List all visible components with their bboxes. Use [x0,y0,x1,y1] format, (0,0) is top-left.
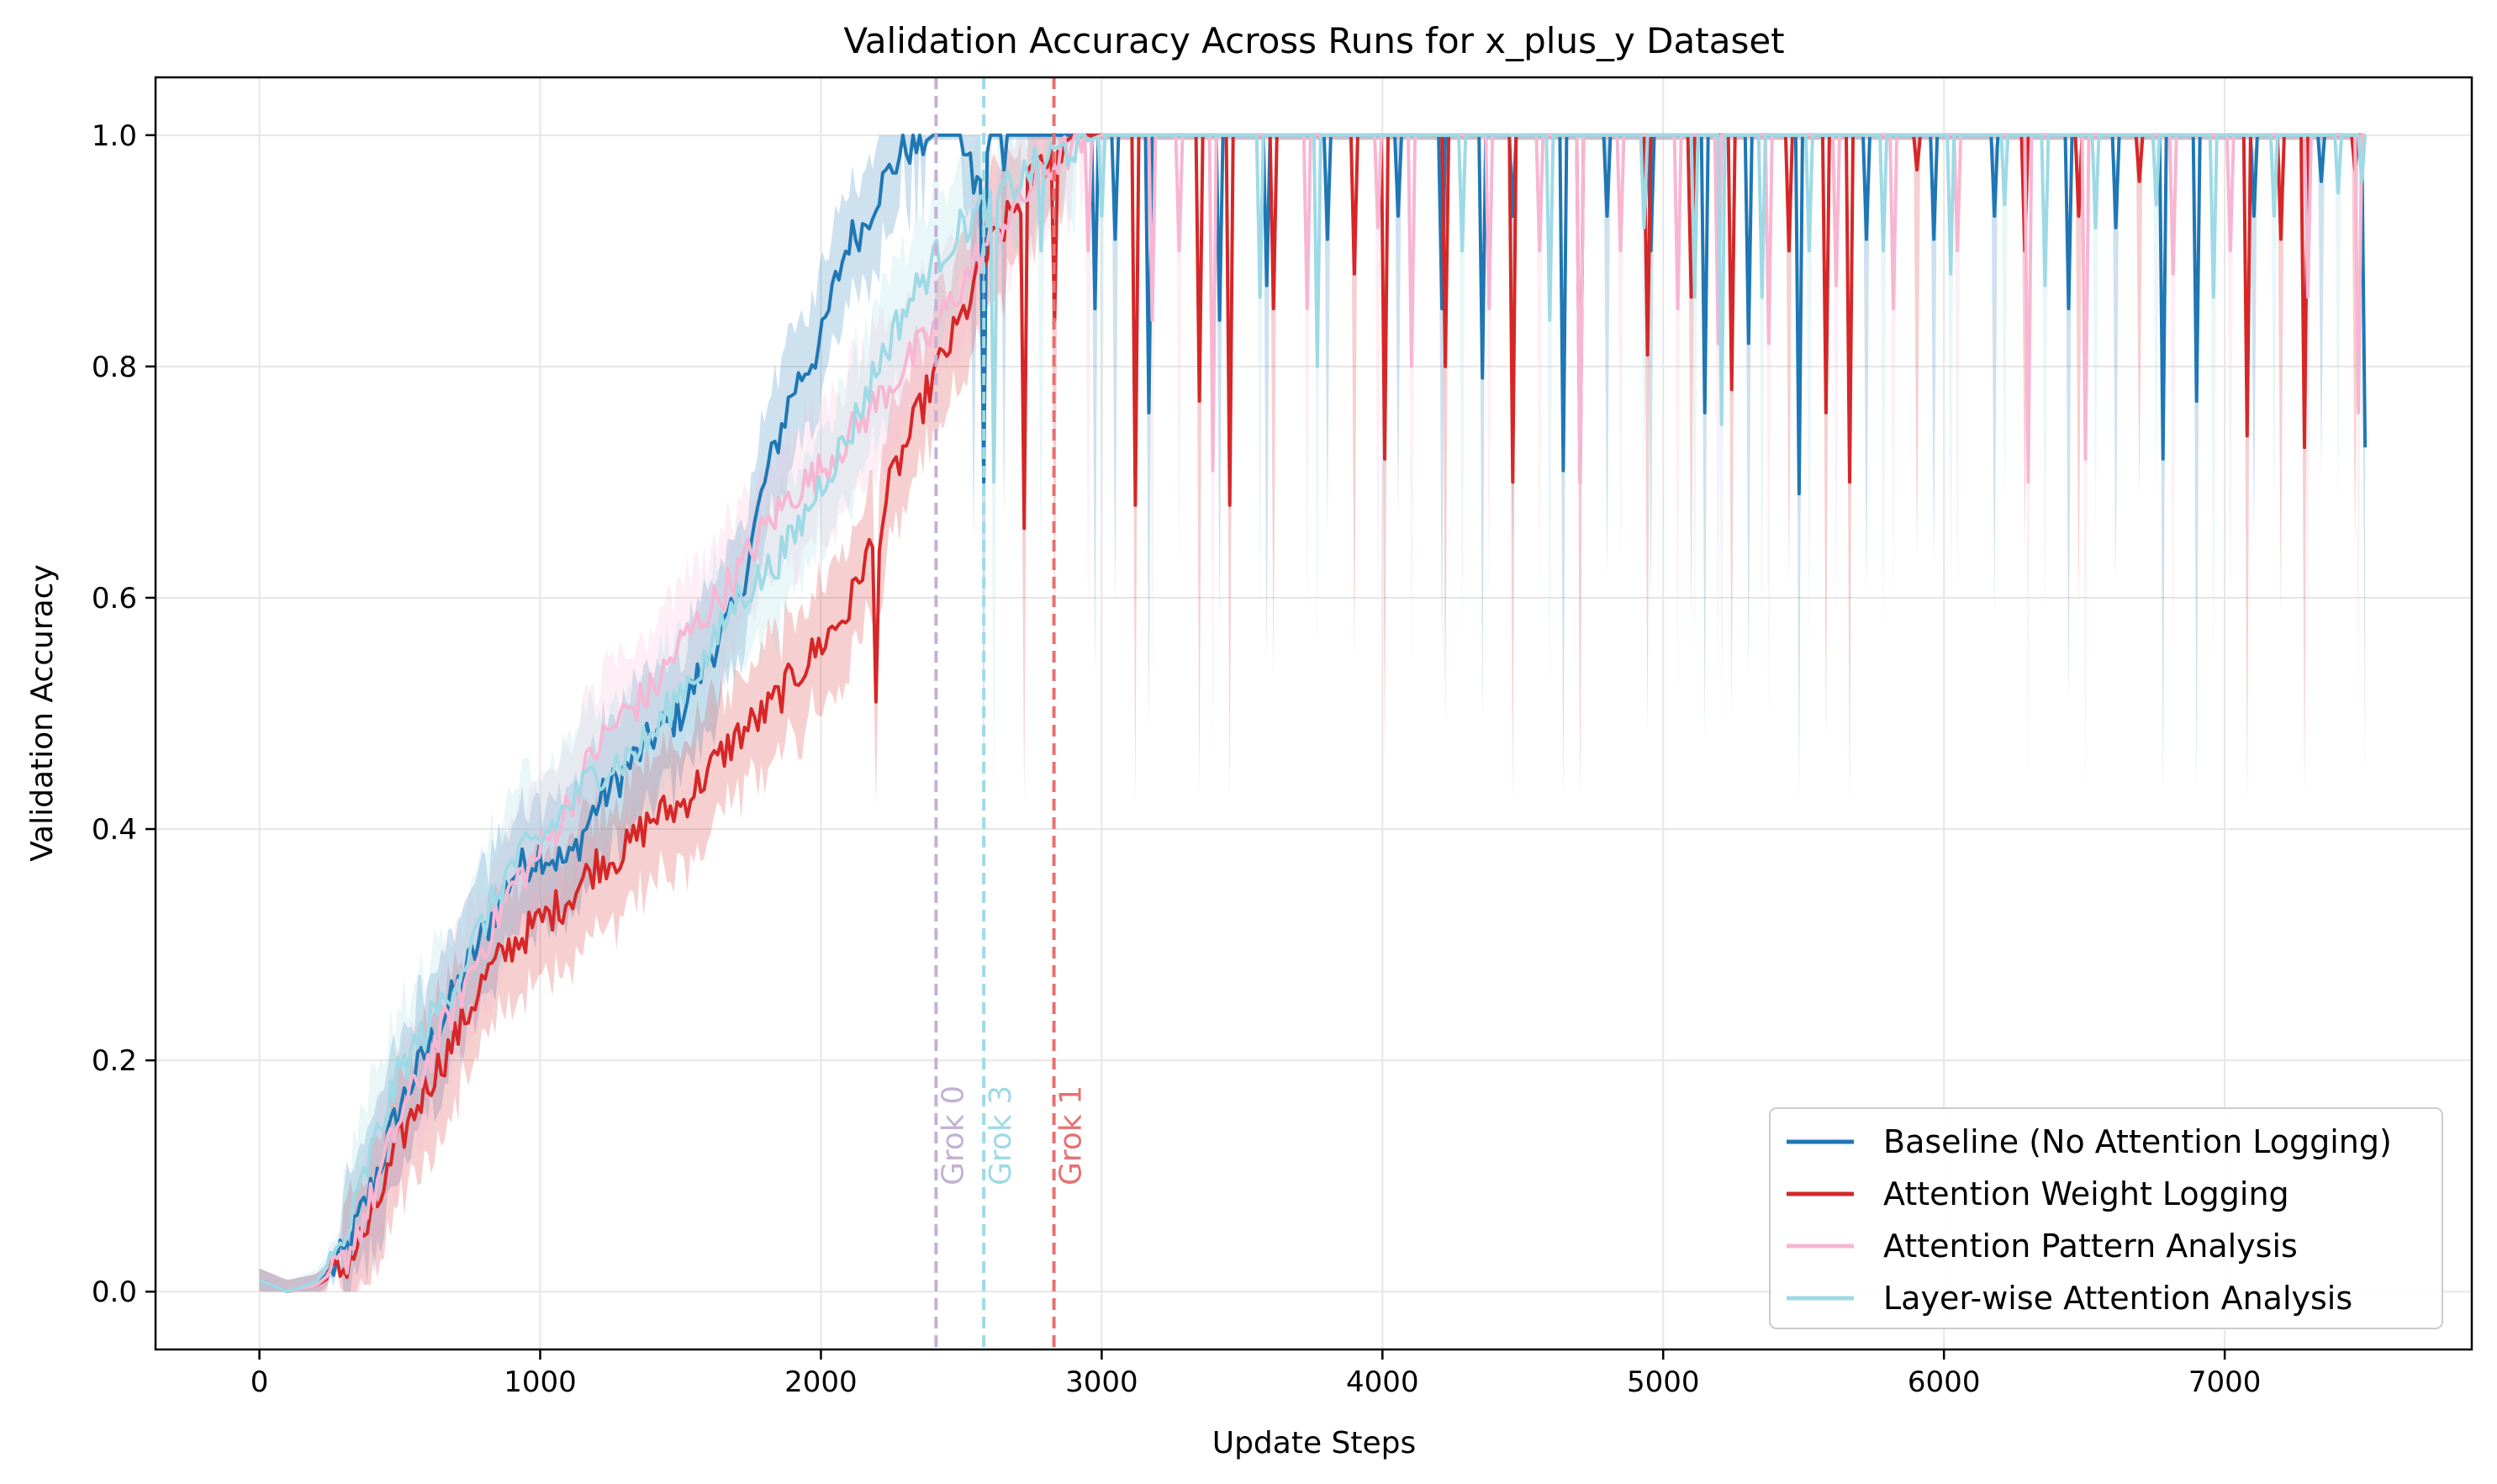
legend-entry-2: Attention Pattern Analysis [1883,1228,2298,1265]
grok-label-1: Grok 3 [984,1085,1018,1186]
x-tick-label: 2000 [784,1365,858,1399]
y-axis-ticks: 0.0 0.2 0.4 0.6 0.8 1.0 [92,119,156,1309]
y-tick-label: 0.0 [92,1275,137,1309]
grok-label-0: Grok 0 [936,1085,970,1186]
x-tick-label: 4000 [1346,1365,1419,1399]
legend: Baseline (No Attention Logging) Attention… [1769,1107,2443,1329]
x-axis-label: Update Steps [1212,1426,1417,1460]
legend-box [1769,1107,2443,1329]
legend-entry-1: Attention Weight Logging [1883,1175,2289,1212]
legend-entry-3: Layer-wise Attention Analysis [1883,1280,2352,1317]
legend-entry-0: Baseline (No Attention Logging) [1883,1123,2392,1160]
x-tick-label: 5000 [1627,1365,1700,1399]
plot-frame [154,76,2473,1351]
x-tick-label: 3000 [1065,1365,1138,1399]
x-tick-label: 1000 [504,1365,577,1399]
series-lines [258,133,2368,1293]
series-band-3 [259,135,2366,1292]
grok-markers: Grok 0 Grok 3 Grok 1 [934,77,1089,1349]
y-tick-label: 1.0 [92,119,137,153]
y-axis-label: Validation Accuracy [25,564,60,862]
y-tick-label: 0.8 [92,351,137,384]
y-tick-label: 0.2 [92,1044,137,1078]
x-tick-label: 6000 [1908,1365,1981,1399]
x-tick-label: 7000 [2188,1365,2262,1399]
x-tick-label: 0 [251,1365,269,1399]
chart-title: Validation Accuracy Across Runs for x_pl… [843,20,1784,61]
y-tick-label: 0.4 [92,813,137,847]
grok-label-2: Grok 1 [1054,1085,1089,1186]
series-line-3 [258,133,2368,1293]
y-tick-label: 0.6 [92,582,137,615]
x-axis-ticks: 0 1000 2000 3000 4000 5000 6000 7000 [251,1349,2262,1399]
